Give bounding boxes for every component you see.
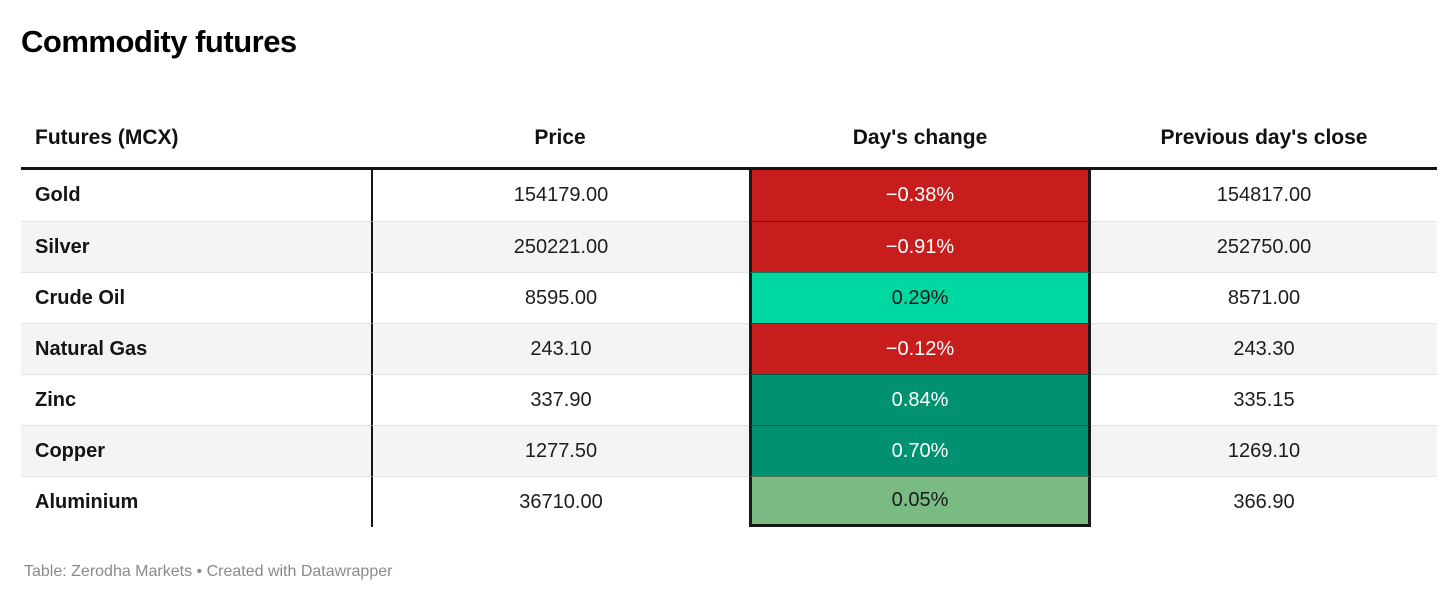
- price-cell: 154179.00: [371, 170, 749, 221]
- futures-name-cell: Zinc: [21, 374, 371, 425]
- attribution-footer: Table: Zerodha Markets • Created with Da…: [24, 563, 393, 580]
- days-change-cell: 0.29%: [749, 272, 1091, 323]
- column-header-price: Price: [371, 126, 749, 170]
- prev-close-cell: 8571.00: [1091, 272, 1437, 323]
- page: Commodity futures Futures (MCX) Price Da…: [21, 24, 1437, 580]
- price-cell: 337.90: [371, 374, 749, 425]
- days-change-cell: 0.05%: [749, 476, 1091, 527]
- prev-close-cell: 243.30: [1091, 323, 1437, 374]
- table-row: Natural Gas 243.10 −0.12% 243.30: [21, 323, 1437, 374]
- days-change-cell: −0.12%: [749, 323, 1091, 374]
- days-change-cell: −0.38%: [749, 170, 1091, 221]
- days-change-cell: 0.70%: [749, 425, 1091, 476]
- header-row: Futures (MCX) Price Day's change Previou…: [21, 126, 1437, 170]
- futures-name-cell: Silver: [21, 221, 371, 272]
- futures-name-cell: Gold: [35, 184, 81, 206]
- table-body: Gold 154179.00 −0.38% 154817.00 Silver 2…: [21, 170, 1437, 527]
- table-row: Copper 1277.50 0.70% 1269.10: [21, 425, 1437, 476]
- price-cell: 243.10: [371, 323, 749, 374]
- price-cell: 36710.00: [371, 476, 749, 527]
- price-cell: 8595.00: [371, 272, 749, 323]
- futures-name-cell: Copper: [21, 425, 371, 476]
- futures-name-cell: Aluminium: [21, 476, 371, 527]
- table-row: Zinc 337.90 0.84% 335.15: [21, 374, 1437, 425]
- prev-close-cell: 366.90: [1091, 476, 1437, 527]
- futures-name-cell: Crude Oil: [21, 272, 371, 323]
- commodity-futures-table: Futures (MCX) Price Day's change Previou…: [21, 126, 1437, 527]
- table-row: Silver 250221.00 −0.91% 252750.00: [21, 221, 1437, 272]
- table-row: Aluminium 36710.00 0.05% 366.90: [21, 476, 1437, 527]
- prev-close-cell: 335.15: [1091, 374, 1437, 425]
- column-header-futures: Futures (MCX): [21, 126, 371, 170]
- prev-close-cell: 154817.00: [1216, 184, 1312, 206]
- column-header-prev-close: Previous day's close: [1091, 126, 1437, 170]
- table-row: Crude Oil 8595.00 0.29% 8571.00: [21, 272, 1437, 323]
- table-row: Gold 154179.00 −0.38% 154817.00: [21, 170, 1437, 221]
- table-header: Futures (MCX) Price Day's change Previou…: [21, 126, 1437, 170]
- days-change-cell: 0.84%: [749, 374, 1091, 425]
- column-header-days-change: Day's change: [749, 126, 1091, 170]
- prev-close-cell: 1269.10: [1091, 425, 1437, 476]
- futures-name-cell: Natural Gas: [21, 323, 371, 374]
- prev-close-cell: 252750.00: [1091, 221, 1437, 272]
- days-change-cell: −0.91%: [749, 221, 1091, 272]
- price-cell: 1277.50: [371, 425, 749, 476]
- chart-title: Commodity futures: [21, 24, 297, 59]
- price-cell: 250221.00: [371, 221, 749, 272]
